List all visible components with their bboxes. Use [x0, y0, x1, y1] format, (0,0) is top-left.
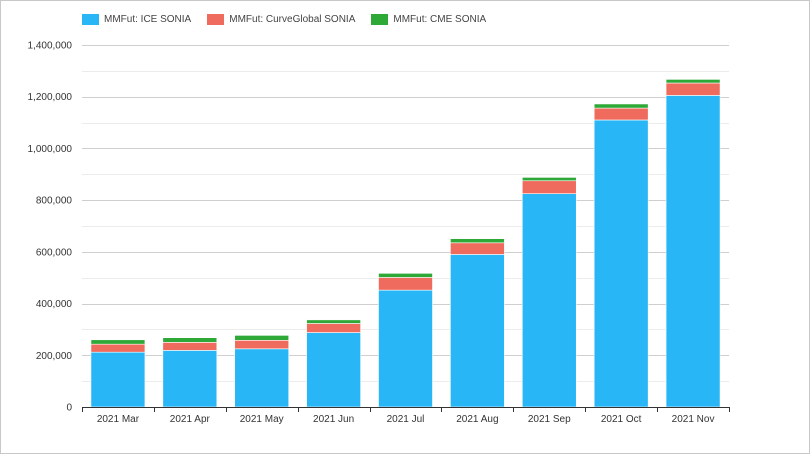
bar-mmfut-cme-sonia-2021-aug[interactable]: [450, 238, 505, 244]
bar-mmfut-cme-sonia-2021-sep[interactable]: [521, 177, 577, 182]
legend-item-curveglobal-sonia[interactable]: MMFut: CurveGlobal SONIA: [207, 14, 355, 25]
x-tick-label: 2021 Jul: [387, 414, 425, 425]
bar-mmfut-ice-sonia-2021-jul[interactable]: [378, 289, 433, 408]
bar-mmfut-ice-sonia-2021-jun[interactable]: [306, 332, 361, 408]
y-tick-label: 1,000,000: [28, 144, 73, 155]
bar-mmfut-ice-sonia-2021-nov[interactable]: [665, 95, 721, 408]
y-tick-label: 600,000: [36, 247, 73, 258]
legend-label-cme-sonia: MMFut: CME SONIA: [393, 14, 487, 25]
y-tick-label: 800,000: [36, 196, 73, 207]
y-tick-label: 400,000: [36, 299, 73, 310]
bar-mmfut-ice-sonia-2021-may[interactable]: [234, 348, 290, 408]
y-tick-label: 0: [66, 403, 72, 414]
legend-swatch-ice-sonia: [82, 14, 99, 25]
bar-mmfut-ice-sonia-2021-oct[interactable]: [593, 119, 649, 408]
bar-mmfut-cme-sonia-2021-jun[interactable]: [306, 319, 361, 324]
bar-mmfut-cme-sonia-2021-may[interactable]: [234, 335, 290, 341]
bars: [90, 79, 721, 408]
bar-mmfut-ice-sonia-2021-aug[interactable]: [450, 254, 505, 408]
bar-mmfut-curveglobal-sonia-2021-nov[interactable]: [665, 82, 721, 96]
bar-mmfut-curveglobal-sonia-2021-sep[interactable]: [521, 180, 577, 194]
legend: MMFut: ICE SONIA MMFut: CurveGlobal SONI…: [82, 14, 502, 25]
x-tick-label: 2021 Apr: [170, 414, 211, 425]
bar-mmfut-curveglobal-sonia-2021-apr[interactable]: [162, 342, 218, 351]
bar-mmfut-ice-sonia-2021-mar[interactable]: [90, 351, 146, 408]
x-tick-label: 2021 Mar: [97, 414, 140, 425]
legend-label-curveglobal-sonia: MMFut: CurveGlobal SONIA: [229, 14, 356, 25]
x-tick-label: 2021 May: [240, 414, 284, 425]
bar-mmfut-curveglobal-sonia-2021-may[interactable]: [234, 339, 290, 350]
x-tick-label: 2021 Sep: [528, 414, 571, 425]
legend-swatch-curveglobal-sonia: [207, 14, 225, 25]
bar-mmfut-ice-sonia-2021-sep[interactable]: [521, 193, 577, 408]
legend-item-cme-sonia[interactable]: MMFut: CME SONIA: [371, 14, 486, 25]
y-tick-label: 1,400,000: [28, 41, 73, 52]
bar-mmfut-cme-sonia-2021-oct[interactable]: [593, 103, 649, 109]
y-axis: 0 200,000 400,000 600,000 800,000 1,000,000 1,…: [28, 41, 73, 414]
bar-mmfut-cme-sonia-2021-mar[interactable]: [90, 339, 146, 345]
bar-mmfut-curveglobal-sonia-2021-jul[interactable]: [378, 277, 433, 291]
bar-mmfut-curveglobal-sonia-2021-aug[interactable]: [450, 242, 505, 255]
y-tick-label: 200,000: [36, 351, 73, 362]
legend-swatch-cme-sonia: [371, 14, 389, 25]
bar-mmfut-cme-sonia-2021-apr[interactable]: [162, 337, 218, 343]
bar-mmfut-cme-sonia-2021-jul[interactable]: [378, 273, 433, 278]
bar-mmfut-ice-sonia-2021-apr[interactable]: [162, 350, 218, 408]
x-tick-label: 2021 Nov: [672, 414, 715, 425]
bar-mmfut-curveglobal-sonia-2021-mar[interactable]: [90, 343, 146, 353]
bar-mmfut-cme-sonia-2021-nov[interactable]: [665, 79, 721, 84]
bar-mmfut-curveglobal-sonia-2021-jun[interactable]: [306, 323, 361, 333]
x-axis: 2021 Mar 2021 Apr 2021 May 2021 Jun 2021 Jul…: [82, 407, 730, 425]
y-tick-label: 1,200,000: [28, 92, 73, 103]
legend-label-ice-sonia: MMFut: ICE SONIA: [104, 14, 192, 25]
legend-item-ice-sonia[interactable]: MMFut: ICE SONIA: [82, 14, 191, 25]
x-tick-label: 2021 Jun: [313, 414, 354, 425]
bar-mmfut-curveglobal-sonia-2021-oct[interactable]: [593, 107, 649, 121]
x-tick-label: 2021 Oct: [601, 414, 642, 425]
x-tick-label: 2021 Aug: [456, 414, 498, 425]
